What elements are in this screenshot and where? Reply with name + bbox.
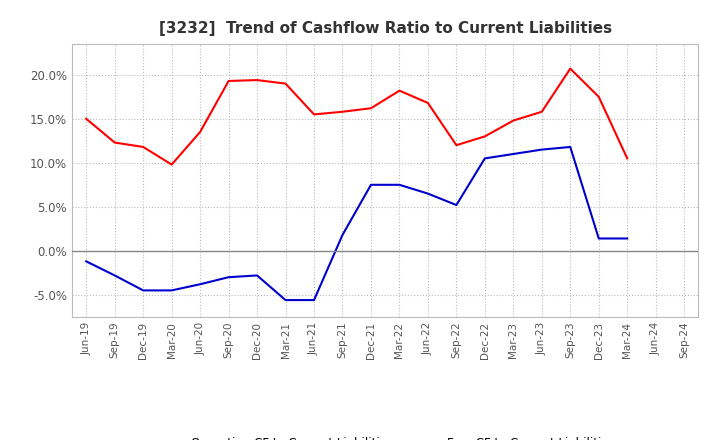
- Free CF to Current Liabilities: [139, 288, 148, 293]
- Line: Free CF to Current Liabilities: Free CF to Current Liabilities: [86, 147, 627, 300]
- Operating CF to Current Liabilities: [139, 144, 148, 150]
- Free CF to Current Liabilities: [167, 288, 176, 293]
- Operating CF to Current Liabilities: [480, 134, 489, 139]
- Operating CF to Current Liabilities: [253, 77, 261, 83]
- Free CF to Current Liabilities: [282, 297, 290, 303]
- Legend: Operating CF to Current Liabilities, Free CF to Current Liabilities: Operating CF to Current Liabilities, Fre…: [151, 432, 619, 440]
- Free CF to Current Liabilities: [366, 182, 375, 187]
- Operating CF to Current Liabilities: [566, 66, 575, 71]
- Operating CF to Current Liabilities: [623, 156, 631, 161]
- Operating CF to Current Liabilities: [225, 78, 233, 84]
- Free CF to Current Liabilities: [225, 275, 233, 280]
- Free CF to Current Liabilities: [253, 273, 261, 278]
- Free CF to Current Liabilities: [338, 232, 347, 238]
- Operating CF to Current Liabilities: [423, 100, 432, 106]
- Title: [3232]  Trend of Cashflow Ratio to Current Liabilities: [3232] Trend of Cashflow Ratio to Curren…: [158, 21, 612, 36]
- Operating CF to Current Liabilities: [310, 112, 318, 117]
- Free CF to Current Liabilities: [566, 144, 575, 150]
- Operating CF to Current Liabilities: [167, 162, 176, 167]
- Free CF to Current Liabilities: [310, 297, 318, 303]
- Operating CF to Current Liabilities: [509, 118, 518, 123]
- Operating CF to Current Liabilities: [595, 94, 603, 99]
- Operating CF to Current Liabilities: [82, 116, 91, 121]
- Operating CF to Current Liabilities: [395, 88, 404, 93]
- Free CF to Current Liabilities: [595, 236, 603, 241]
- Free CF to Current Liabilities: [537, 147, 546, 152]
- Free CF to Current Liabilities: [509, 151, 518, 157]
- Free CF to Current Liabilities: [110, 273, 119, 278]
- Free CF to Current Liabilities: [480, 156, 489, 161]
- Operating CF to Current Liabilities: [282, 81, 290, 86]
- Operating CF to Current Liabilities: [196, 129, 204, 135]
- Operating CF to Current Liabilities: [366, 106, 375, 111]
- Free CF to Current Liabilities: [82, 259, 91, 264]
- Operating CF to Current Liabilities: [537, 109, 546, 114]
- Free CF to Current Liabilities: [196, 282, 204, 287]
- Free CF to Current Liabilities: [452, 202, 461, 208]
- Free CF to Current Liabilities: [623, 236, 631, 241]
- Operating CF to Current Liabilities: [110, 140, 119, 145]
- Free CF to Current Liabilities: [395, 182, 404, 187]
- Operating CF to Current Liabilities: [338, 109, 347, 114]
- Line: Operating CF to Current Liabilities: Operating CF to Current Liabilities: [86, 69, 627, 165]
- Operating CF to Current Liabilities: [452, 143, 461, 148]
- Free CF to Current Liabilities: [423, 191, 432, 196]
